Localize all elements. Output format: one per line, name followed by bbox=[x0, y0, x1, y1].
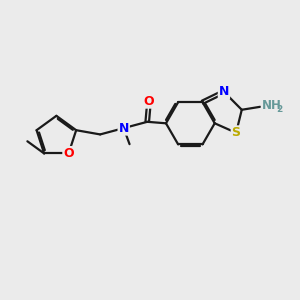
Text: N: N bbox=[219, 85, 229, 98]
Text: 2: 2 bbox=[277, 105, 283, 114]
Text: S: S bbox=[232, 126, 241, 139]
Text: O: O bbox=[63, 147, 74, 160]
Text: NH: NH bbox=[262, 99, 282, 112]
Text: N: N bbox=[118, 122, 129, 135]
Text: O: O bbox=[144, 95, 154, 108]
